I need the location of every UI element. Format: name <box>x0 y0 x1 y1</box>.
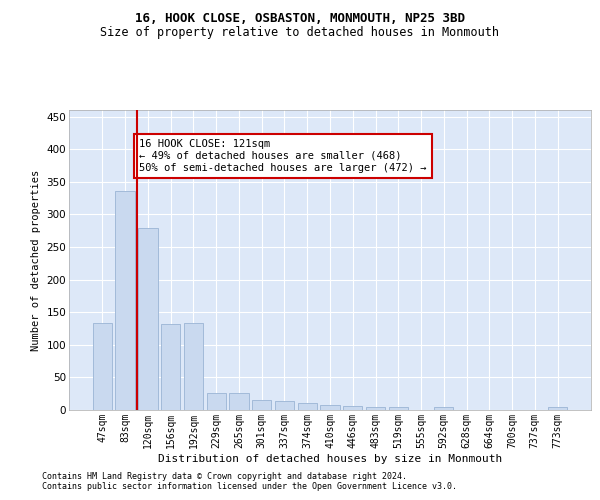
Bar <box>229 393 248 410</box>
Bar <box>206 393 226 410</box>
Bar <box>184 324 203 410</box>
Bar <box>252 400 271 410</box>
Bar <box>434 408 454 410</box>
Bar <box>93 324 112 410</box>
Bar <box>298 403 317 410</box>
Y-axis label: Number of detached properties: Number of detached properties <box>31 170 41 350</box>
Bar <box>138 228 158 410</box>
X-axis label: Distribution of detached houses by size in Monmouth: Distribution of detached houses by size … <box>158 454 502 464</box>
Text: 16 HOOK CLOSE: 121sqm
← 49% of detached houses are smaller (468)
50% of semi-det: 16 HOOK CLOSE: 121sqm ← 49% of detached … <box>139 140 427 172</box>
Bar <box>161 324 181 410</box>
Bar <box>389 408 408 410</box>
Bar <box>343 406 362 410</box>
Bar <box>275 401 294 410</box>
Text: Size of property relative to detached houses in Monmouth: Size of property relative to detached ho… <box>101 26 499 39</box>
Bar <box>366 406 385 410</box>
Text: Contains public sector information licensed under the Open Government Licence v3: Contains public sector information licen… <box>42 482 457 491</box>
Bar <box>115 191 135 410</box>
Text: 16, HOOK CLOSE, OSBASTON, MONMOUTH, NP25 3BD: 16, HOOK CLOSE, OSBASTON, MONMOUTH, NP25… <box>135 12 465 26</box>
Bar <box>548 408 567 410</box>
Bar <box>320 406 340 410</box>
Text: Contains HM Land Registry data © Crown copyright and database right 2024.: Contains HM Land Registry data © Crown c… <box>42 472 407 481</box>
